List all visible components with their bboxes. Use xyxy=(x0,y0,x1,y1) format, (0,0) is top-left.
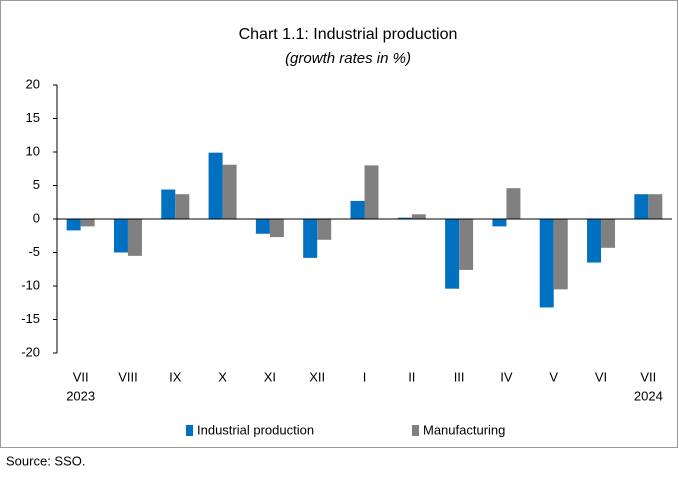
bar xyxy=(255,219,270,234)
bar xyxy=(80,219,95,227)
bar xyxy=(634,194,649,219)
bar xyxy=(269,219,284,238)
legend-swatch xyxy=(186,425,193,436)
y-tick-label: -20 xyxy=(21,344,40,359)
bar xyxy=(506,188,521,219)
bar xyxy=(539,219,554,308)
bar xyxy=(553,219,568,290)
x-tick-label: VI xyxy=(595,369,607,384)
bar xyxy=(222,164,237,219)
bar xyxy=(350,200,365,219)
bar xyxy=(127,219,142,256)
y-tick-label: -5 xyxy=(28,244,40,259)
legend-swatch xyxy=(412,425,419,436)
bar xyxy=(459,219,474,270)
bar xyxy=(397,217,412,219)
y-tick-label: -10 xyxy=(21,277,40,292)
x-tick-label: IV xyxy=(500,369,513,384)
year-label: 2024 xyxy=(634,388,663,403)
year-label: 2023 xyxy=(66,388,95,403)
chart-frame xyxy=(0,0,678,448)
source-note: Source: SSO. xyxy=(6,453,85,468)
bar xyxy=(445,219,460,289)
bar xyxy=(175,194,190,219)
chart-subtitle: (growth rates in %) xyxy=(285,50,411,67)
bar xyxy=(161,189,176,219)
bar xyxy=(208,152,223,219)
bar xyxy=(492,219,507,227)
chart-title: Chart 1.1: Industrial production xyxy=(239,26,458,43)
bar xyxy=(66,219,81,231)
legend-label: Manufacturing xyxy=(423,422,505,437)
y-tick-label: -15 xyxy=(21,311,40,326)
y-tick-label: 20 xyxy=(26,76,40,91)
x-tick-label: II xyxy=(408,369,415,384)
bar xyxy=(317,219,332,240)
bar xyxy=(113,219,128,253)
x-tick-label: XI xyxy=(264,369,276,384)
x-tick-label: IX xyxy=(169,369,182,384)
x-tick-label: XII xyxy=(309,369,325,384)
x-tick-label: VII xyxy=(73,369,89,384)
y-tick-label: 10 xyxy=(26,143,40,158)
bar xyxy=(587,219,602,263)
bar xyxy=(601,219,616,248)
bar xyxy=(648,194,663,219)
y-tick-label: 5 xyxy=(33,177,40,192)
x-tick-label: VIII xyxy=(118,369,138,384)
bar xyxy=(411,214,426,219)
y-tick-label: 15 xyxy=(26,110,40,125)
x-tick-label: VII xyxy=(640,369,656,384)
x-tick-label: I xyxy=(363,369,367,384)
bar xyxy=(303,219,318,258)
bar xyxy=(364,165,379,219)
x-tick-label: X xyxy=(218,369,227,384)
x-tick-label: III xyxy=(454,369,465,384)
x-tick-label: V xyxy=(549,369,558,384)
y-tick-label: 0 xyxy=(33,210,40,225)
legend-label: Industrial production xyxy=(197,422,314,437)
